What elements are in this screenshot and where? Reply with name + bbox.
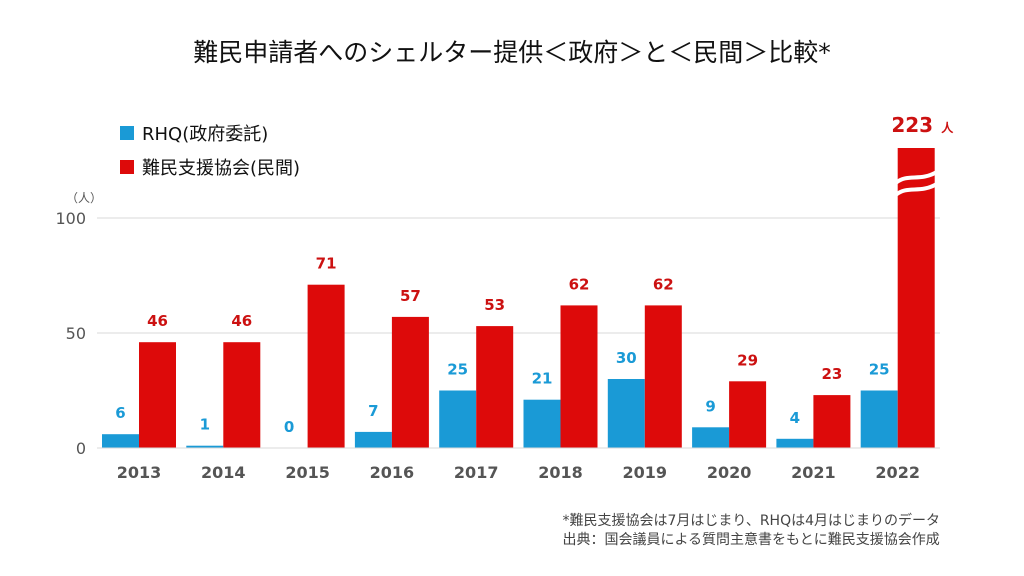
bar-rhq-2021: [776, 438, 814, 448]
legend: RHQ(政府委託) 難民支援協会(民間): [120, 116, 300, 184]
data-label-rhq-2013: 6: [115, 404, 125, 422]
bar-ngo-2015: [307, 284, 345, 448]
axis-break-mark-upper: [894, 170, 938, 185]
x-tick-label-2022: 2022: [875, 463, 920, 482]
x-tick-label-2013: 2013: [117, 463, 162, 482]
footnote-source: 出典：国会議員による質問主意書をもとに難民支援協会作成: [562, 532, 940, 548]
bar-rhq-2022: [860, 390, 898, 448]
data-label-rhq-2020: 9: [705, 397, 715, 415]
footnote: *難民支援協会は7月はじまり、RHQは4月はじまりのデータ 出典：国会議員による…: [562, 512, 940, 550]
legend-label-rhq: RHQ(政府委託): [142, 124, 269, 145]
data-label-ngo-2017: 53: [484, 296, 505, 314]
x-tick-label-2014: 2014: [201, 463, 246, 482]
data-label-ngo-2021: 23: [821, 365, 842, 383]
data-label-ngo-2013: 46: [147, 312, 168, 330]
data-label-ngo-2020: 29: [737, 351, 758, 369]
x-tick-label-2016: 2016: [370, 463, 415, 482]
data-label-rhq-2021: 4: [790, 409, 800, 427]
data-label-ngo-2014: 46: [231, 312, 252, 330]
data-label-rhq-2019: 30: [616, 349, 637, 367]
bar-ngo-2019: [644, 305, 682, 448]
y-tick-label-50: 50: [66, 324, 86, 343]
bar-ngo-2016: [391, 316, 429, 448]
x-tick-label-2018: 2018: [538, 463, 583, 482]
legend-item-rhq: RHQ(政府委託): [120, 116, 300, 150]
x-tick-label-2021: 2021: [791, 463, 836, 482]
data-label-rhq-2014: 1: [200, 416, 210, 434]
bar-rhq-2016: [354, 431, 392, 448]
data-label-unit-2022: 人: [941, 120, 954, 135]
bar-rhq-2020: [692, 427, 730, 448]
bar-rhq-2017: [439, 390, 477, 448]
data-label-rhq-2015: 0: [284, 418, 294, 436]
data-label-ngo-2019: 62: [653, 275, 674, 293]
data-label-rhq-2016: 7: [368, 402, 378, 420]
bar-ngo-2022: [897, 148, 935, 448]
data-label-ngo-2016: 57: [400, 287, 421, 305]
x-tick-label-2019: 2019: [623, 463, 668, 482]
bar-ngo-2014: [223, 342, 261, 448]
data-label-rhq-2022: 25: [869, 361, 890, 379]
legend-swatch-rhq: [120, 126, 134, 140]
bar-rhq-2018: [523, 399, 561, 448]
bar-rhq-2019: [607, 379, 645, 448]
legend-swatch-ngo: [120, 160, 134, 174]
x-tick-label-2015: 2015: [285, 463, 330, 482]
bar-rhq-2014: [186, 445, 224, 448]
chart-title: 難民申請者へのシェルター提供＜政府＞と＜民間＞比較*: [193, 38, 831, 67]
data-label-rhq-2018: 21: [532, 370, 553, 388]
x-tick-label-2017: 2017: [454, 463, 499, 482]
data-label-rhq-2017: 25: [447, 361, 468, 379]
bar-ngo-2017: [476, 326, 514, 448]
bar-ngo-2013: [139, 342, 176, 448]
legend-item-ngo: 難民支援協会(民間): [120, 150, 300, 184]
bar-ngo-2018: [560, 305, 598, 448]
footnote-data-period: *難民支援協会は7月はじまり、RHQは4月はじまりのデータ: [562, 513, 940, 529]
y-tick-label-0: 0: [76, 439, 86, 458]
legend-label-ngo: 難民支援協会(民間): [142, 158, 301, 179]
data-label-ngo-2018: 62: [569, 275, 590, 293]
axis-break-mark-lower: [894, 182, 938, 197]
bar-rhq-2013: [102, 434, 139, 448]
y-tick-label-100: 100: [55, 209, 86, 228]
bar-ngo-2020: [729, 381, 767, 448]
data-label-ngo-2015: 71: [316, 255, 337, 273]
x-tick-label-2020: 2020: [707, 463, 752, 482]
data-label-ngo-2022: 223: [891, 113, 933, 137]
y-axis-unit: （人）: [66, 191, 103, 205]
bar-ngo-2021: [813, 395, 851, 448]
